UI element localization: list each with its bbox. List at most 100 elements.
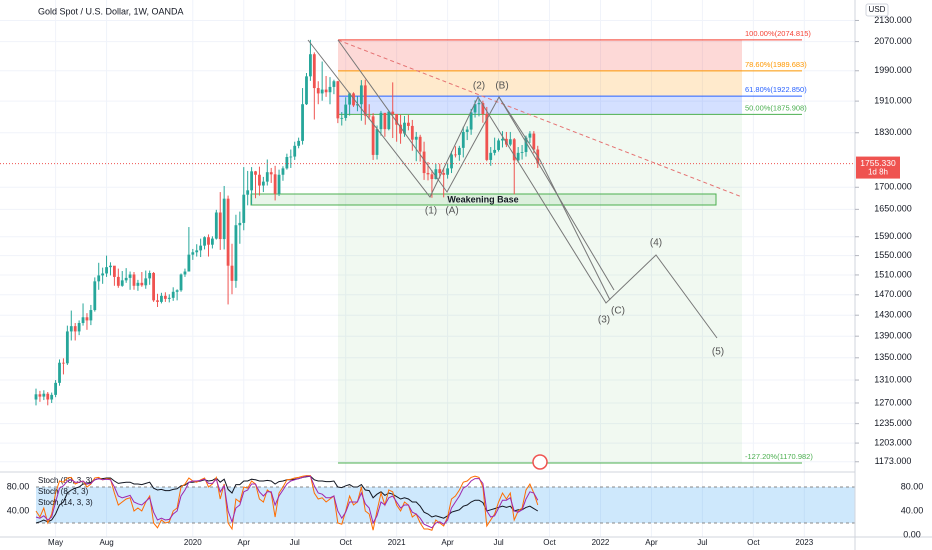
candle-body <box>238 222 242 226</box>
currency: USD <box>869 5 886 14</box>
fib-label: 78.60%(1989.683) <box>745 60 807 69</box>
fib-label: -127.20%(1170.982) <box>745 452 813 461</box>
candle-body <box>434 169 438 180</box>
fib-zone <box>338 39 742 71</box>
candle-body <box>379 112 383 130</box>
candle-body <box>105 267 108 274</box>
candle-body <box>167 297 171 299</box>
candle-body <box>136 282 140 286</box>
candle-body <box>332 81 336 87</box>
fib-zone <box>338 70 742 97</box>
candle-body <box>62 362 65 364</box>
y-tick-label: 1390.000 <box>874 331 912 341</box>
candle-body <box>328 86 332 93</box>
wave-label: (C) <box>611 306 625 317</box>
candle-body <box>69 326 73 332</box>
y-tick-label: 2130.000 <box>874 15 912 25</box>
candle-body <box>156 300 159 302</box>
stoch-tick-label: 40.00 <box>901 505 924 515</box>
candle-body <box>340 117 344 119</box>
candle-body <box>320 89 324 94</box>
y-tick-label: 1590.000 <box>874 231 912 241</box>
x-tick-label: Jul <box>493 538 503 547</box>
x-tick-label: Oct <box>747 538 760 547</box>
candle-body <box>258 174 261 186</box>
candle-body <box>289 156 293 158</box>
last-price-box <box>856 156 900 179</box>
candle-body <box>214 212 218 239</box>
candle-body <box>363 85 367 116</box>
candle-body <box>312 54 316 89</box>
candle-body <box>512 139 516 161</box>
candle-body <box>199 245 203 251</box>
candle-body <box>493 149 497 153</box>
candle-body <box>277 174 281 194</box>
x-tick-label: Apr <box>441 538 454 547</box>
candle-body <box>113 265 116 277</box>
candle-body <box>418 136 422 152</box>
candle-body <box>387 111 391 130</box>
x-tick-label: May <box>48 538 63 547</box>
candle-body <box>426 173 430 175</box>
candle-body <box>234 225 238 281</box>
candle-body <box>116 276 120 286</box>
candle-body <box>508 139 512 145</box>
candle-body <box>93 281 97 311</box>
candle-body <box>222 198 226 240</box>
candle-body <box>501 138 504 141</box>
elliott-impulse <box>307 39 718 339</box>
y-tick-label: 1650.000 <box>874 204 912 214</box>
wave-label: (3) <box>598 315 610 326</box>
candle-body <box>293 145 297 157</box>
candle-body <box>152 272 155 301</box>
candle-body <box>497 140 500 150</box>
candle-body <box>38 394 42 397</box>
candle-body <box>183 271 187 275</box>
y-tick-label: 1173.000 <box>875 456 912 466</box>
candle-body <box>85 317 89 321</box>
candle-body <box>532 133 536 150</box>
candle-body <box>250 171 253 191</box>
currency-box[interactable] <box>865 3 889 17</box>
candle-body <box>101 273 105 276</box>
x-tick-label: Jul <box>290 538 300 547</box>
candle-body <box>524 137 528 153</box>
x-tick-label: 2022 <box>592 538 610 547</box>
candle-body <box>407 122 410 126</box>
wave-label: (5) <box>712 347 724 358</box>
candle-body <box>65 331 69 364</box>
candle-body <box>148 272 152 279</box>
candle-body <box>383 112 387 130</box>
candle-body <box>297 140 301 146</box>
x-tick-label: 2023 <box>795 538 813 547</box>
candle-body <box>336 81 340 119</box>
candle-body <box>246 190 250 195</box>
candle-body <box>442 173 446 175</box>
x-tick-label: Aug <box>99 538 113 547</box>
y-tick-label: 1830.000 <box>874 127 912 137</box>
legend-entry: Stoch (8, 3, 3) <box>38 487 89 496</box>
candle-body <box>285 157 289 169</box>
x-tick-label: Oct <box>543 538 556 547</box>
candle-body <box>473 104 477 113</box>
y-tick-label: 1700.000 <box>874 182 912 192</box>
candle-body <box>446 168 449 175</box>
candle-body <box>454 154 457 156</box>
candle-body <box>469 112 473 130</box>
fib-label: 61.80%(1922.850) <box>745 85 807 94</box>
last-price-label: 1755.330 <box>860 158 896 168</box>
countdown: 1d 8h <box>868 168 888 177</box>
candle-body <box>399 124 402 134</box>
y-tick-label: 1550.000 <box>874 250 912 260</box>
y-tick-label: 1270.000 <box>874 397 912 407</box>
candle-body <box>211 238 214 245</box>
stoch-tick-label: 80.00 <box>901 481 924 491</box>
candle-body <box>163 295 167 299</box>
wave-label: (2) <box>473 81 485 92</box>
candles <box>0 39 855 406</box>
candle-body <box>301 104 304 141</box>
candle-body <box>516 152 520 161</box>
event-icon[interactable] <box>532 454 548 470</box>
